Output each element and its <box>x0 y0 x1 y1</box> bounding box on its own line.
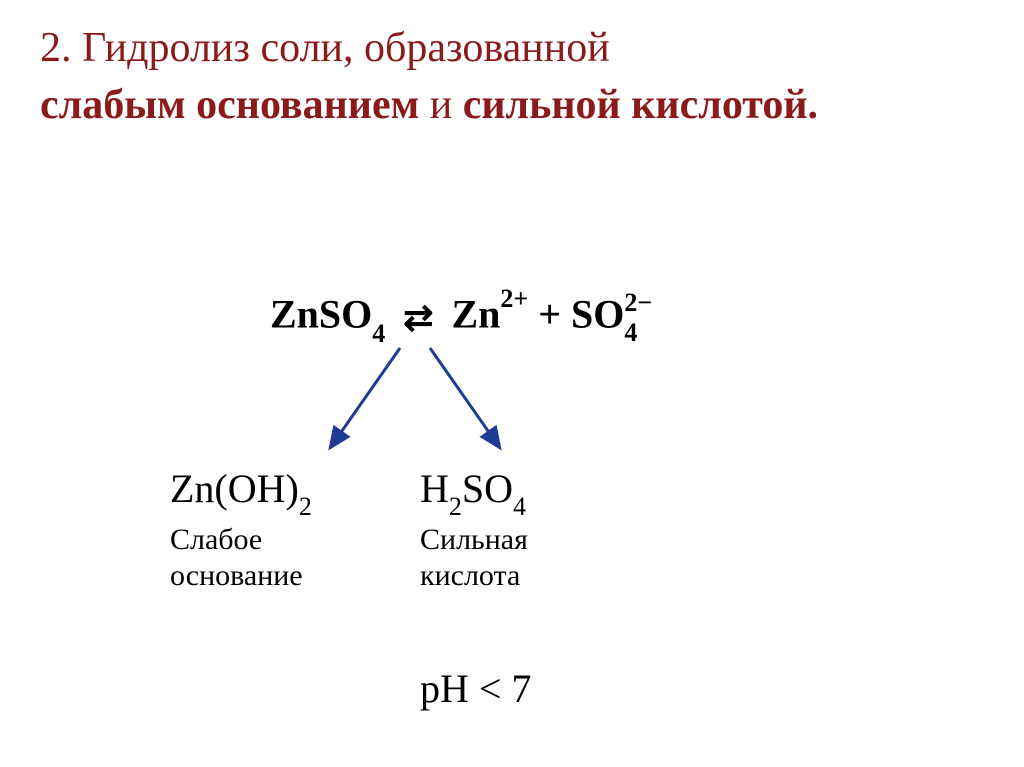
formula-znoh2-sub: 2 <box>299 492 312 521</box>
dissociation-equation: ZnSO4 ⇄ Zn2+ + SO2−4 <box>270 290 648 343</box>
arrows-svg <box>300 338 520 458</box>
split-arrows <box>300 338 520 458</box>
formula-znoh2: Zn(OH)2 <box>170 465 312 518</box>
arrow-left-icon <box>330 348 400 448</box>
heading-strong-acid: сильной кислотой. <box>463 82 818 128</box>
arrow-right-icon <box>430 348 500 448</box>
heading-number: 2. <box>40 25 72 71</box>
eq-lhs: ZnSO <box>270 291 372 336</box>
desc-strong-acid: Сильная кислота <box>420 522 528 594</box>
formula-h2so4: H2SO4 <box>420 465 528 518</box>
formula-h2so4-sub2: 4 <box>513 492 526 521</box>
heading-weak-base: слабым основанием <box>40 82 419 128</box>
eq-rhs1: Zn <box>451 291 500 336</box>
eq-plus: + <box>528 291 571 336</box>
formula-h2so4-b: SO <box>462 466 513 511</box>
product-weak-base: Zn(OH)2 Слабое основание <box>170 465 312 594</box>
ph-statement: pH < 7 <box>420 665 531 712</box>
formula-h2so4-a: H <box>420 466 449 511</box>
desc-acid: кислота <box>420 559 520 592</box>
formula-znoh2-a: Zn(OH) <box>170 466 299 511</box>
desc-strong: Сильная <box>420 523 528 556</box>
eq-rhs2-sub: 4 <box>624 318 637 348</box>
slide-heading: 2. Гидролиз соли, образованной слабым ос… <box>40 20 984 133</box>
formula-h2so4-sub1: 2 <box>449 492 462 521</box>
eq-rhs2: SO <box>571 291 624 336</box>
heading-line1: Гидролиз соли, образованной <box>82 25 610 71</box>
desc-base: основание <box>170 559 303 592</box>
desc-weak: Слабое <box>170 523 262 556</box>
desc-weak-base: Слабое основание <box>170 522 312 594</box>
product-strong-acid: H2SO4 Сильная кислота <box>420 465 528 594</box>
eq-rhs2-sup: 2− <box>624 288 652 318</box>
equilibrium-arrow-icon: ⇄ <box>403 297 433 339</box>
heading-connector: и <box>430 82 452 128</box>
eq-rhs1-sup: 2+ <box>500 284 528 313</box>
